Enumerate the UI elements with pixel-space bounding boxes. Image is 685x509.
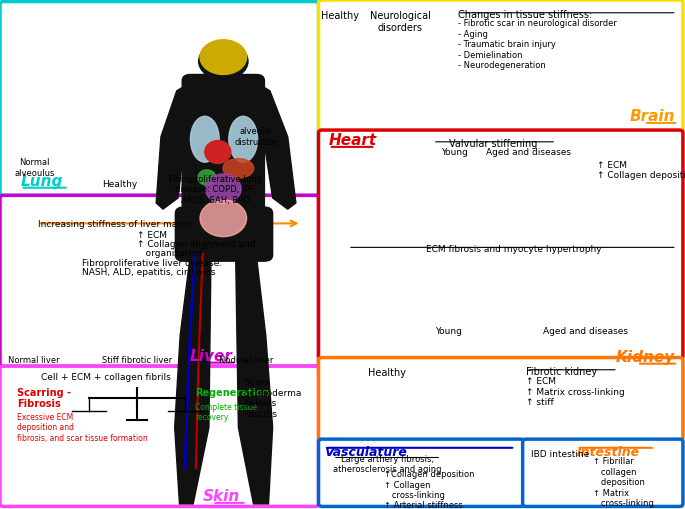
Text: Healthy: Healthy	[321, 11, 360, 21]
Text: IBD intestine: IBD intestine	[531, 449, 589, 458]
Text: Liver: Liver	[190, 348, 233, 363]
Text: - Scars
- Scleroderma
- Keloids
- Fascitis: - Scars - Scleroderma - Keloids - Fascit…	[238, 378, 302, 418]
Ellipse shape	[206, 175, 241, 204]
Text: ↑ ECM
↑ Matrix cross-linking
↑ stiff: ↑ ECM ↑ Matrix cross-linking ↑ stiff	[526, 377, 625, 406]
Text: Normal liver: Normal liver	[8, 355, 60, 364]
Text: Vasculature: Vasculature	[324, 445, 407, 458]
Text: Scarring -
Fibrosis: Scarring - Fibrosis	[17, 387, 71, 408]
Text: NASH, ALD, epatitis, cirrhoids: NASH, ALD, epatitis, cirrhoids	[82, 268, 216, 277]
Text: ECM fibrosis and myocyte hypertrophy: ECM fibrosis and myocyte hypertrophy	[426, 244, 601, 253]
Text: Kidney: Kidney	[616, 349, 675, 364]
Text: Cell + ECM + collagen fibrils: Cell + ECM + collagen fibrils	[41, 373, 171, 382]
Ellipse shape	[229, 117, 258, 163]
Text: Lung: Lung	[21, 174, 63, 188]
Ellipse shape	[200, 201, 247, 237]
Polygon shape	[236, 254, 273, 504]
Text: ↑ Fibrillar
   collagen
   deposition
↑ Matrix
   cross-linking
↑ stiff
↑ ECM: ↑ Fibrillar collagen deposition ↑ Matrix…	[593, 457, 653, 509]
Ellipse shape	[190, 117, 219, 163]
FancyBboxPatch shape	[319, 358, 683, 440]
Text: Intestine: Intestine	[577, 445, 640, 458]
Text: Skin: Skin	[203, 488, 240, 503]
Text: ↑ ECM
↑ Collagen deposition: ↑ ECM ↑ Collagen deposition	[597, 160, 685, 180]
Text: Aged and diseases: Aged and diseases	[486, 148, 571, 157]
Circle shape	[199, 44, 248, 80]
Text: Fibroproliferative lung
disease: COPD, IPF,
ARDS, SAH, BPD: Fibroproliferative lung disease: COPD, I…	[169, 175, 262, 204]
Text: ↑Collagen deposition
↑ Collagen
   cross-linking
↑ Arterial stiffness: ↑Collagen deposition ↑ Collagen cross-li…	[384, 469, 474, 509]
FancyBboxPatch shape	[0, 196, 319, 366]
Ellipse shape	[205, 141, 231, 164]
Text: alveolar
distruction: alveolar distruction	[234, 127, 279, 147]
Text: Brain: Brain	[630, 109, 675, 124]
FancyBboxPatch shape	[319, 439, 524, 506]
FancyBboxPatch shape	[0, 3, 319, 196]
FancyBboxPatch shape	[0, 366, 319, 506]
Text: Increasing stiffness of liver matrix: Increasing stiffness of liver matrix	[38, 220, 192, 229]
Text: Healthy: Healthy	[102, 180, 138, 189]
Text: Regeneration: Regeneration	[195, 387, 270, 397]
FancyBboxPatch shape	[182, 75, 264, 222]
Text: Excessive ECM
deposition and
fibrosis, and scar tissue formation: Excessive ECM deposition and fibrosis, a…	[17, 412, 148, 442]
Text: Valvular stiffening: Valvular stiffening	[449, 138, 538, 149]
Text: Fibroproliferative liver disease:: Fibroproliferative liver disease:	[82, 259, 223, 268]
Polygon shape	[256, 83, 296, 210]
Polygon shape	[175, 254, 211, 504]
Text: Changes in tissue stiffness:: Changes in tissue stiffness:	[458, 10, 592, 20]
Text: Heart: Heart	[329, 133, 377, 148]
Text: organization: organization	[137, 248, 202, 258]
Text: - Fibrotic scar in neurological disorder
- Aging
- Traumatic brain injury
- Demi: - Fibrotic scar in neurological disorder…	[458, 19, 616, 70]
FancyBboxPatch shape	[214, 68, 232, 83]
FancyBboxPatch shape	[523, 439, 683, 506]
Polygon shape	[156, 83, 190, 210]
Text: Neurological
disorders: Neurological disorders	[370, 11, 430, 33]
Text: Large arthery fibrosis,
atherosclerosis and aging: Large arthery fibrosis, atherosclerosis …	[333, 454, 441, 473]
Text: Stiff fibrotic liver: Stiff fibrotic liver	[102, 355, 172, 364]
Text: Aged and diseases: Aged and diseases	[543, 327, 628, 336]
Ellipse shape	[223, 159, 253, 179]
Circle shape	[200, 41, 247, 75]
Ellipse shape	[198, 171, 216, 186]
Text: Fibrotic kidney: Fibrotic kidney	[526, 366, 597, 377]
Text: ↑ ECM: ↑ ECM	[137, 230, 167, 239]
FancyBboxPatch shape	[319, 1, 683, 132]
Text: Normal
alveoulus: Normal alveoulus	[14, 158, 54, 177]
Text: Nodular liver: Nodular liver	[219, 355, 274, 364]
Text: ↑ Collagen alignment and: ↑ Collagen alignment and	[137, 239, 256, 248]
FancyBboxPatch shape	[175, 208, 273, 262]
Text: Healthy: Healthy	[368, 367, 406, 378]
Text: Young: Young	[435, 327, 462, 336]
Text: Complete tissue
recovery: Complete tissue recovery	[195, 402, 258, 421]
Text: Young: Young	[440, 148, 468, 157]
FancyBboxPatch shape	[319, 131, 683, 359]
